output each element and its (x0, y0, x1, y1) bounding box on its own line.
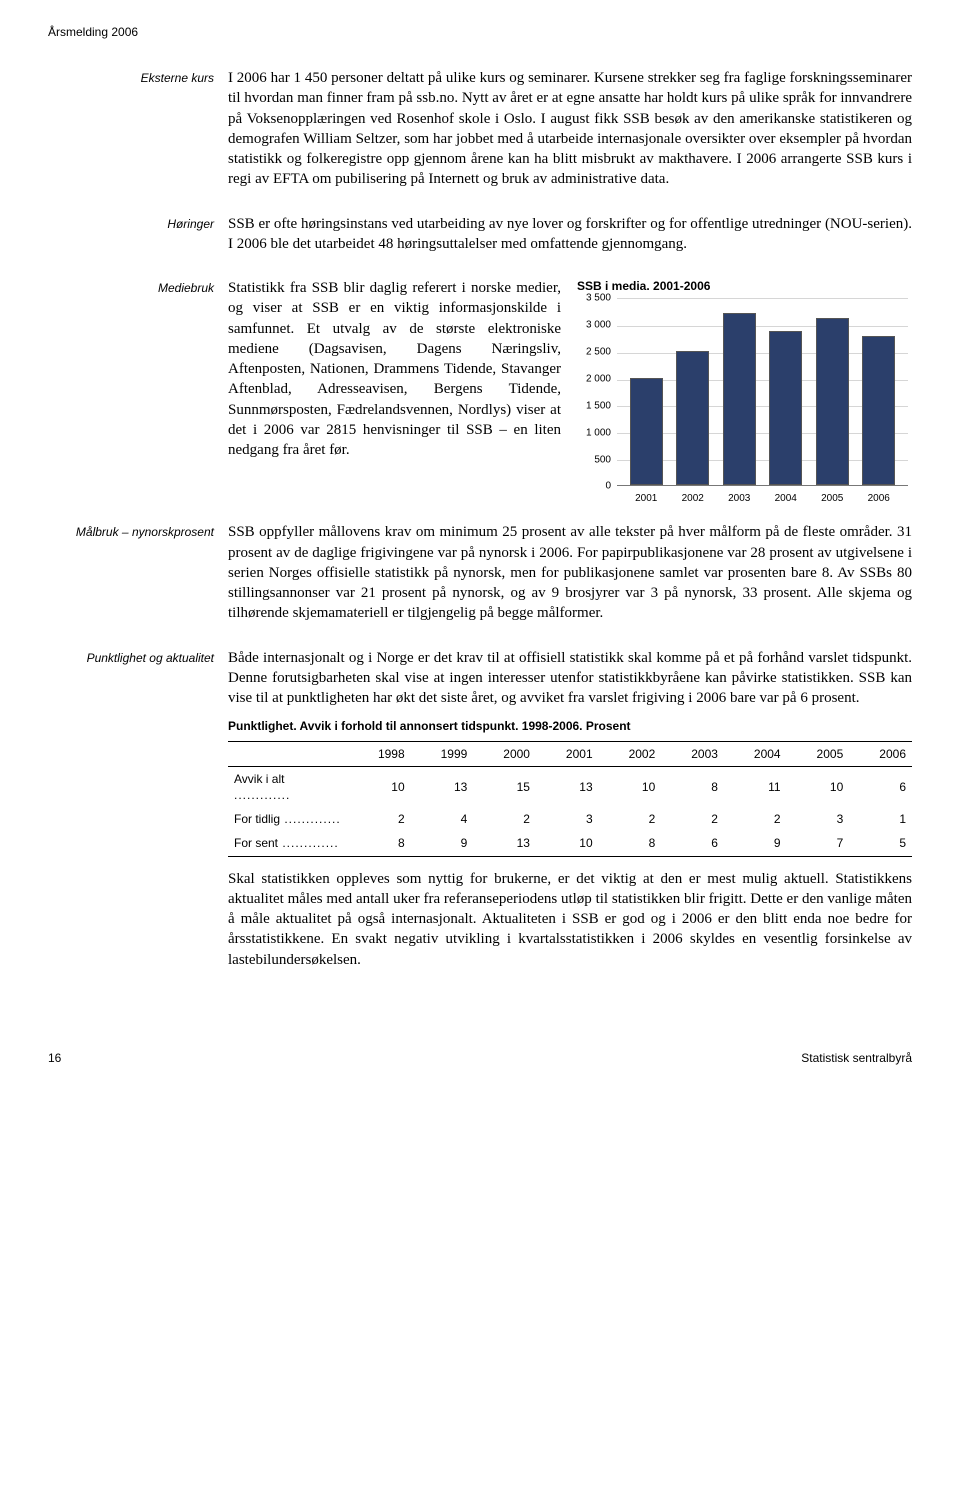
section-malbruk: Målbruk – nynorskprosent SSB oppfyller m… (48, 522, 912, 633)
table-header-cell: 2004 (724, 741, 787, 766)
bar (723, 313, 756, 486)
table-cell: 7 (787, 831, 850, 856)
page-footer: 16 Statistisk sentralbyrå (48, 1050, 912, 1066)
table-cell: 10 (348, 766, 411, 807)
label-malbruk: Målbruk – nynorskprosent (48, 522, 228, 540)
footer-org: Statistisk sentralbyrå (801, 1050, 912, 1066)
text-eksterne: I 2006 har 1 450 personer deltatt på uli… (228, 68, 912, 200)
y-tick: 3 500 (577, 292, 611, 306)
table-cell: 8 (661, 766, 724, 807)
y-tick: 2 500 (577, 345, 611, 359)
text-punkt-2: Skal statistikken oppleves som nyttig fo… (228, 869, 912, 970)
table-header-cell: 2005 (787, 741, 850, 766)
table-header-cell: 1999 (411, 741, 474, 766)
y-tick: 1 500 (577, 399, 611, 413)
page-number: 16 (48, 1050, 61, 1066)
x-label: 2002 (670, 488, 717, 508)
punkt-table: 199819992000200120022003200420052006 Avv… (228, 741, 912, 857)
page-header: Årsmelding 2006 (48, 24, 912, 40)
table-header-cell: 1998 (348, 741, 411, 766)
table-cell: 9 (411, 831, 474, 856)
table-cell: 10 (599, 766, 662, 807)
table-header-cell (228, 741, 348, 766)
table-cell: 5 (849, 831, 912, 856)
x-label: 2003 (716, 488, 763, 508)
chart-title: SSB i media. 2001-2006 (577, 278, 912, 294)
text-malbruk: SSB oppfyller mållovens krav om minimum … (228, 522, 912, 633)
y-tick: 500 (577, 453, 611, 467)
bar (630, 378, 663, 486)
row-label: Avvik i alt (228, 766, 348, 807)
table-cell: 10 (787, 766, 850, 807)
label-eksterne: Eksterne kurs (48, 68, 228, 86)
table-cell: 8 (348, 831, 411, 856)
table-cell: 13 (473, 831, 536, 856)
x-label: 2005 (809, 488, 856, 508)
table-cell: 9 (724, 831, 787, 856)
table-cell: 2 (599, 807, 662, 831)
bar (862, 336, 895, 486)
chart-area: 05001 0001 5002 0002 5003 0003 500 20012… (577, 298, 912, 508)
table-row: For sent89131086975 (228, 831, 912, 856)
table-header-cell: 2003 (661, 741, 724, 766)
table-cell: 4 (411, 807, 474, 831)
row-label: For sent (228, 831, 348, 856)
table-header-cell: 2002 (599, 741, 662, 766)
table-cell: 1 (849, 807, 912, 831)
table-header-cell: 2006 (849, 741, 912, 766)
table-cell: 10 (536, 831, 599, 856)
x-label: 2006 (856, 488, 903, 508)
text-mediebruk: Statistikk fra SSB blir daglig referert … (228, 278, 561, 460)
table-cell: 8 (599, 831, 662, 856)
table-cell: 15 (473, 766, 536, 807)
table-cell: 3 (536, 807, 599, 831)
table-title: Punktlighet. Avvik i forhold til annonse… (228, 718, 912, 734)
label-mediebruk: Mediebruk (48, 278, 228, 296)
bar (816, 318, 849, 485)
bar (769, 331, 802, 485)
y-tick: 0 (577, 480, 611, 494)
table-row: Avvik i alt1013151310811106 (228, 766, 912, 807)
table-cell: 13 (536, 766, 599, 807)
table-cell: 13 (411, 766, 474, 807)
table-cell: 2 (724, 807, 787, 831)
x-label: 2004 (763, 488, 810, 508)
table-cell: 6 (849, 766, 912, 807)
table-cell: 3 (787, 807, 850, 831)
section-punktlighet: Punktlighet og aktualitet Både internasj… (48, 648, 912, 980)
table-row: For tidlig242322231 (228, 807, 912, 831)
row-label: For tidlig (228, 807, 348, 831)
y-tick: 1 000 (577, 426, 611, 440)
label-horinger: Høringer (48, 214, 228, 232)
bar (676, 351, 709, 485)
table-cell: 11 (724, 766, 787, 807)
section-eksterne: Eksterne kurs I 2006 har 1 450 personer … (48, 68, 912, 200)
table-cell: 2 (473, 807, 536, 831)
table-cell: 2 (348, 807, 411, 831)
text-punkt-1: Både internasjonalt og i Norge er det kr… (228, 648, 912, 709)
table-header-cell: 2001 (536, 741, 599, 766)
table-cell: 2 (661, 807, 724, 831)
x-label: 2001 (623, 488, 670, 508)
section-horinger: Høringer SSB er ofte høringsinstans ved … (48, 214, 912, 265)
section-mediebruk: Mediebruk Statistikk fra SSB blir daglig… (48, 278, 912, 508)
text-horinger: SSB er ofte høringsinstans ved utarbeidi… (228, 214, 912, 265)
label-punktlighet: Punktlighet og aktualitet (48, 648, 228, 666)
y-tick: 3 000 (577, 318, 611, 332)
table-cell: 6 (661, 831, 724, 856)
media-chart: SSB i media. 2001-2006 0 500 1 000 1 500 2 0… (577, 278, 912, 508)
table-header-cell: 2000 (473, 741, 536, 766)
y-tick: 2 000 (577, 372, 611, 386)
